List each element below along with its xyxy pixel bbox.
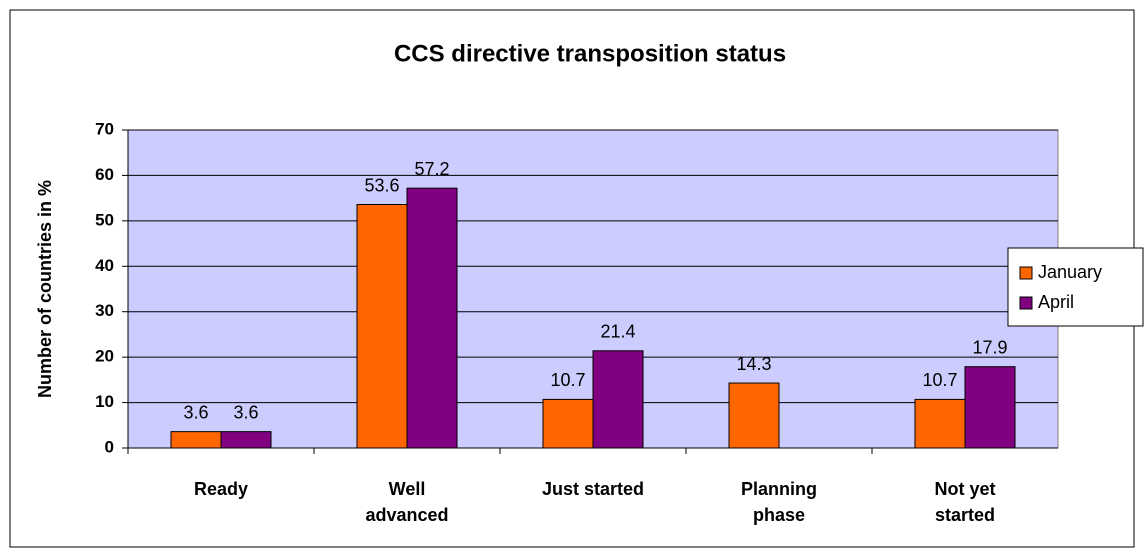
x-tick-label: Not yet started — [934, 479, 995, 525]
x-tick-label: Ready — [194, 479, 248, 499]
bar — [406, 187, 458, 449]
value-label: 10.7 — [550, 370, 585, 390]
chart-title: CCS directive transposition status — [394, 40, 786, 67]
legend-swatch — [1019, 266, 1033, 280]
value-label: 21.4 — [600, 322, 635, 342]
legend-label: April — [1038, 292, 1074, 312]
y-axis-label: Number of countries in % — [35, 180, 55, 398]
bar — [542, 398, 594, 449]
y-tick-label: 70 — [95, 119, 114, 138]
x-tick-label: Well advanced — [365, 479, 448, 525]
value-label: 53.6 — [364, 175, 399, 195]
y-tick-label: 30 — [95, 301, 114, 320]
value-label: 3.6 — [183, 402, 208, 422]
bar — [964, 366, 1016, 449]
y-tick-label: 40 — [95, 256, 114, 275]
bar — [356, 204, 408, 449]
bar — [728, 382, 780, 449]
x-tick-label: Planning phase — [741, 479, 817, 525]
value-label: 14.3 — [736, 354, 771, 374]
value-label: 57.2 — [414, 159, 449, 179]
y-tick-label: 0 — [105, 437, 114, 456]
bar — [220, 431, 272, 449]
legend-swatch — [1019, 296, 1033, 310]
y-tick-label: 10 — [95, 392, 114, 411]
value-label: 10.7 — [922, 370, 957, 390]
x-tick-label: Just started — [542, 479, 644, 499]
legend-box — [1007, 247, 1144, 327]
value-label: 17.9 — [972, 337, 1007, 357]
bar — [170, 431, 222, 449]
value-label: 3.6 — [233, 402, 258, 422]
y-tick-label: 60 — [95, 165, 114, 184]
legend-label: January — [1038, 262, 1102, 282]
y-tick-label: 20 — [95, 347, 114, 366]
bar — [914, 398, 966, 449]
y-tick-label: 50 — [95, 210, 114, 229]
bar — [592, 350, 644, 449]
